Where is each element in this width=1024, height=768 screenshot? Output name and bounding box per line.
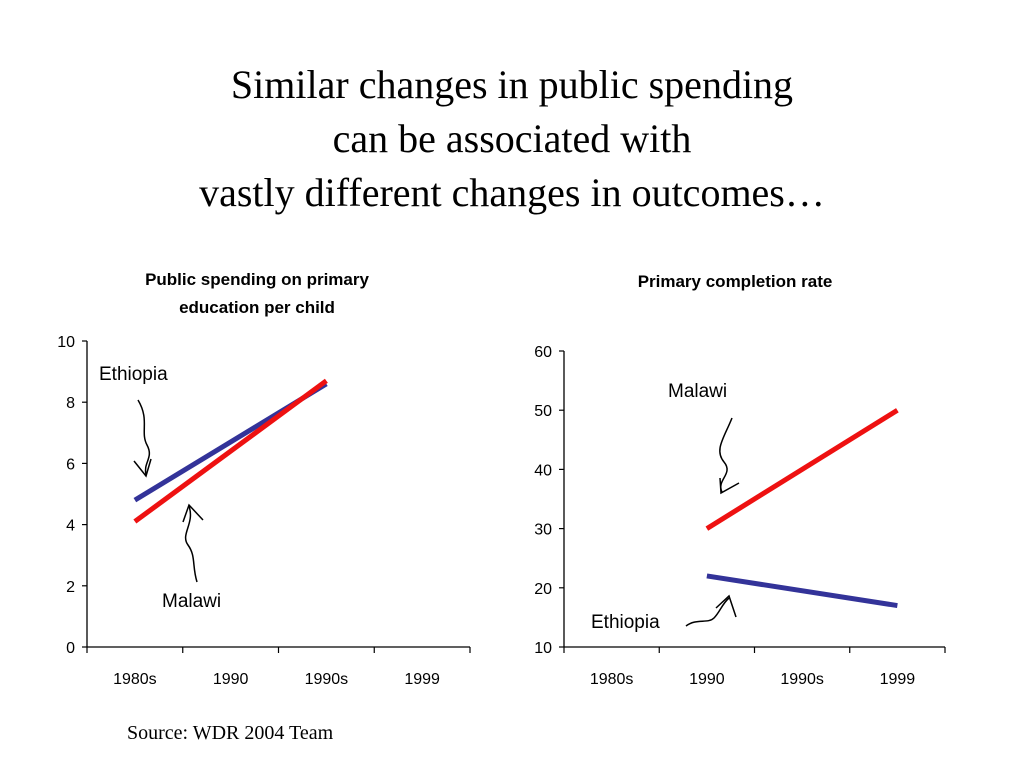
left-chart-title: Public spending on primary education per… bbox=[92, 266, 422, 322]
right-y-tick-label: 30 bbox=[534, 522, 552, 539]
annotation-ethiopia-label: Ethiopia bbox=[99, 364, 168, 385]
right-series-line-ethiopia bbox=[706, 573, 898, 609]
right-chart-title-line: Primary completion rate bbox=[637, 272, 833, 291]
annotation-ethiopia-arrowhead bbox=[133, 458, 152, 478]
right-chart-title: Primary completion rate bbox=[570, 268, 900, 296]
slide-title: Similar changes in public spending can b… bbox=[0, 58, 1024, 220]
annotation-malawi-arrow bbox=[719, 417, 733, 493]
left-y-tick-label: 0 bbox=[66, 640, 75, 657]
annotation-malawi-label: Malawi bbox=[162, 591, 221, 612]
right-x-tick-label: 1980s bbox=[590, 671, 634, 688]
right-y-tick-label: 20 bbox=[534, 581, 552, 598]
left-chart-title-line: Public spending on primary bbox=[145, 270, 369, 289]
annotation-ethiopia-arrowhead bbox=[715, 594, 737, 618]
left-x-tick-label: 1999 bbox=[404, 671, 440, 688]
left-x-tick-label: 1990 bbox=[213, 671, 249, 688]
left-y-tick-label: 2 bbox=[66, 579, 75, 596]
left-x-tick-label: 1990s bbox=[305, 671, 349, 688]
annotation-malawi-arrow bbox=[184, 505, 198, 583]
annotation-ethiopia-arrow bbox=[137, 399, 151, 476]
right-series-line-malawi bbox=[705, 408, 899, 531]
left-y-tick-label: 4 bbox=[66, 518, 75, 535]
right-y-tick-label: 40 bbox=[534, 462, 552, 479]
slide-title-line: can be associated with bbox=[332, 116, 692, 161]
right-y-tick-label: 50 bbox=[534, 403, 552, 420]
right-x-tick-label: 1990s bbox=[780, 671, 824, 688]
slide-title-line: Similar changes in public spending bbox=[230, 62, 794, 107]
left-chart: Ethiopia Malawi 0 2 4 6 8 10 1980s 1990 1990s 199… bbox=[57, 334, 471, 688]
left-y-tick-label: 6 bbox=[66, 456, 75, 473]
annotation-ethiopia-label: Ethiopia bbox=[591, 612, 660, 633]
left-y-tick-label: 10 bbox=[57, 334, 75, 351]
annotation-malawi-arrowhead bbox=[719, 477, 740, 495]
left-y-tick-label: 8 bbox=[66, 395, 75, 412]
left-x-tick-label: 1980s bbox=[113, 671, 157, 688]
slide-title-line: vastly different changes in outcomes… bbox=[199, 170, 825, 215]
annotation-malawi-arrowhead bbox=[182, 503, 204, 523]
annotation-malawi-label: Malawi bbox=[668, 381, 727, 402]
right-x-tick-label: 1999 bbox=[880, 671, 916, 688]
left-series-line-malawi bbox=[133, 378, 328, 524]
source-note: Source: WDR 2004 Team bbox=[127, 722, 334, 744]
left-chart-title-line: education per child bbox=[179, 298, 335, 317]
annotation-ethiopia-arrow bbox=[685, 597, 730, 627]
right-chart: Malawi Ethiopia 10 20 30 40 50 60 1980s 1990 199… bbox=[534, 344, 946, 688]
right-x-tick-label: 1990 bbox=[689, 671, 725, 688]
right-y-tick-label: 60 bbox=[534, 344, 552, 361]
right-y-tick-label: 10 bbox=[534, 640, 552, 657]
